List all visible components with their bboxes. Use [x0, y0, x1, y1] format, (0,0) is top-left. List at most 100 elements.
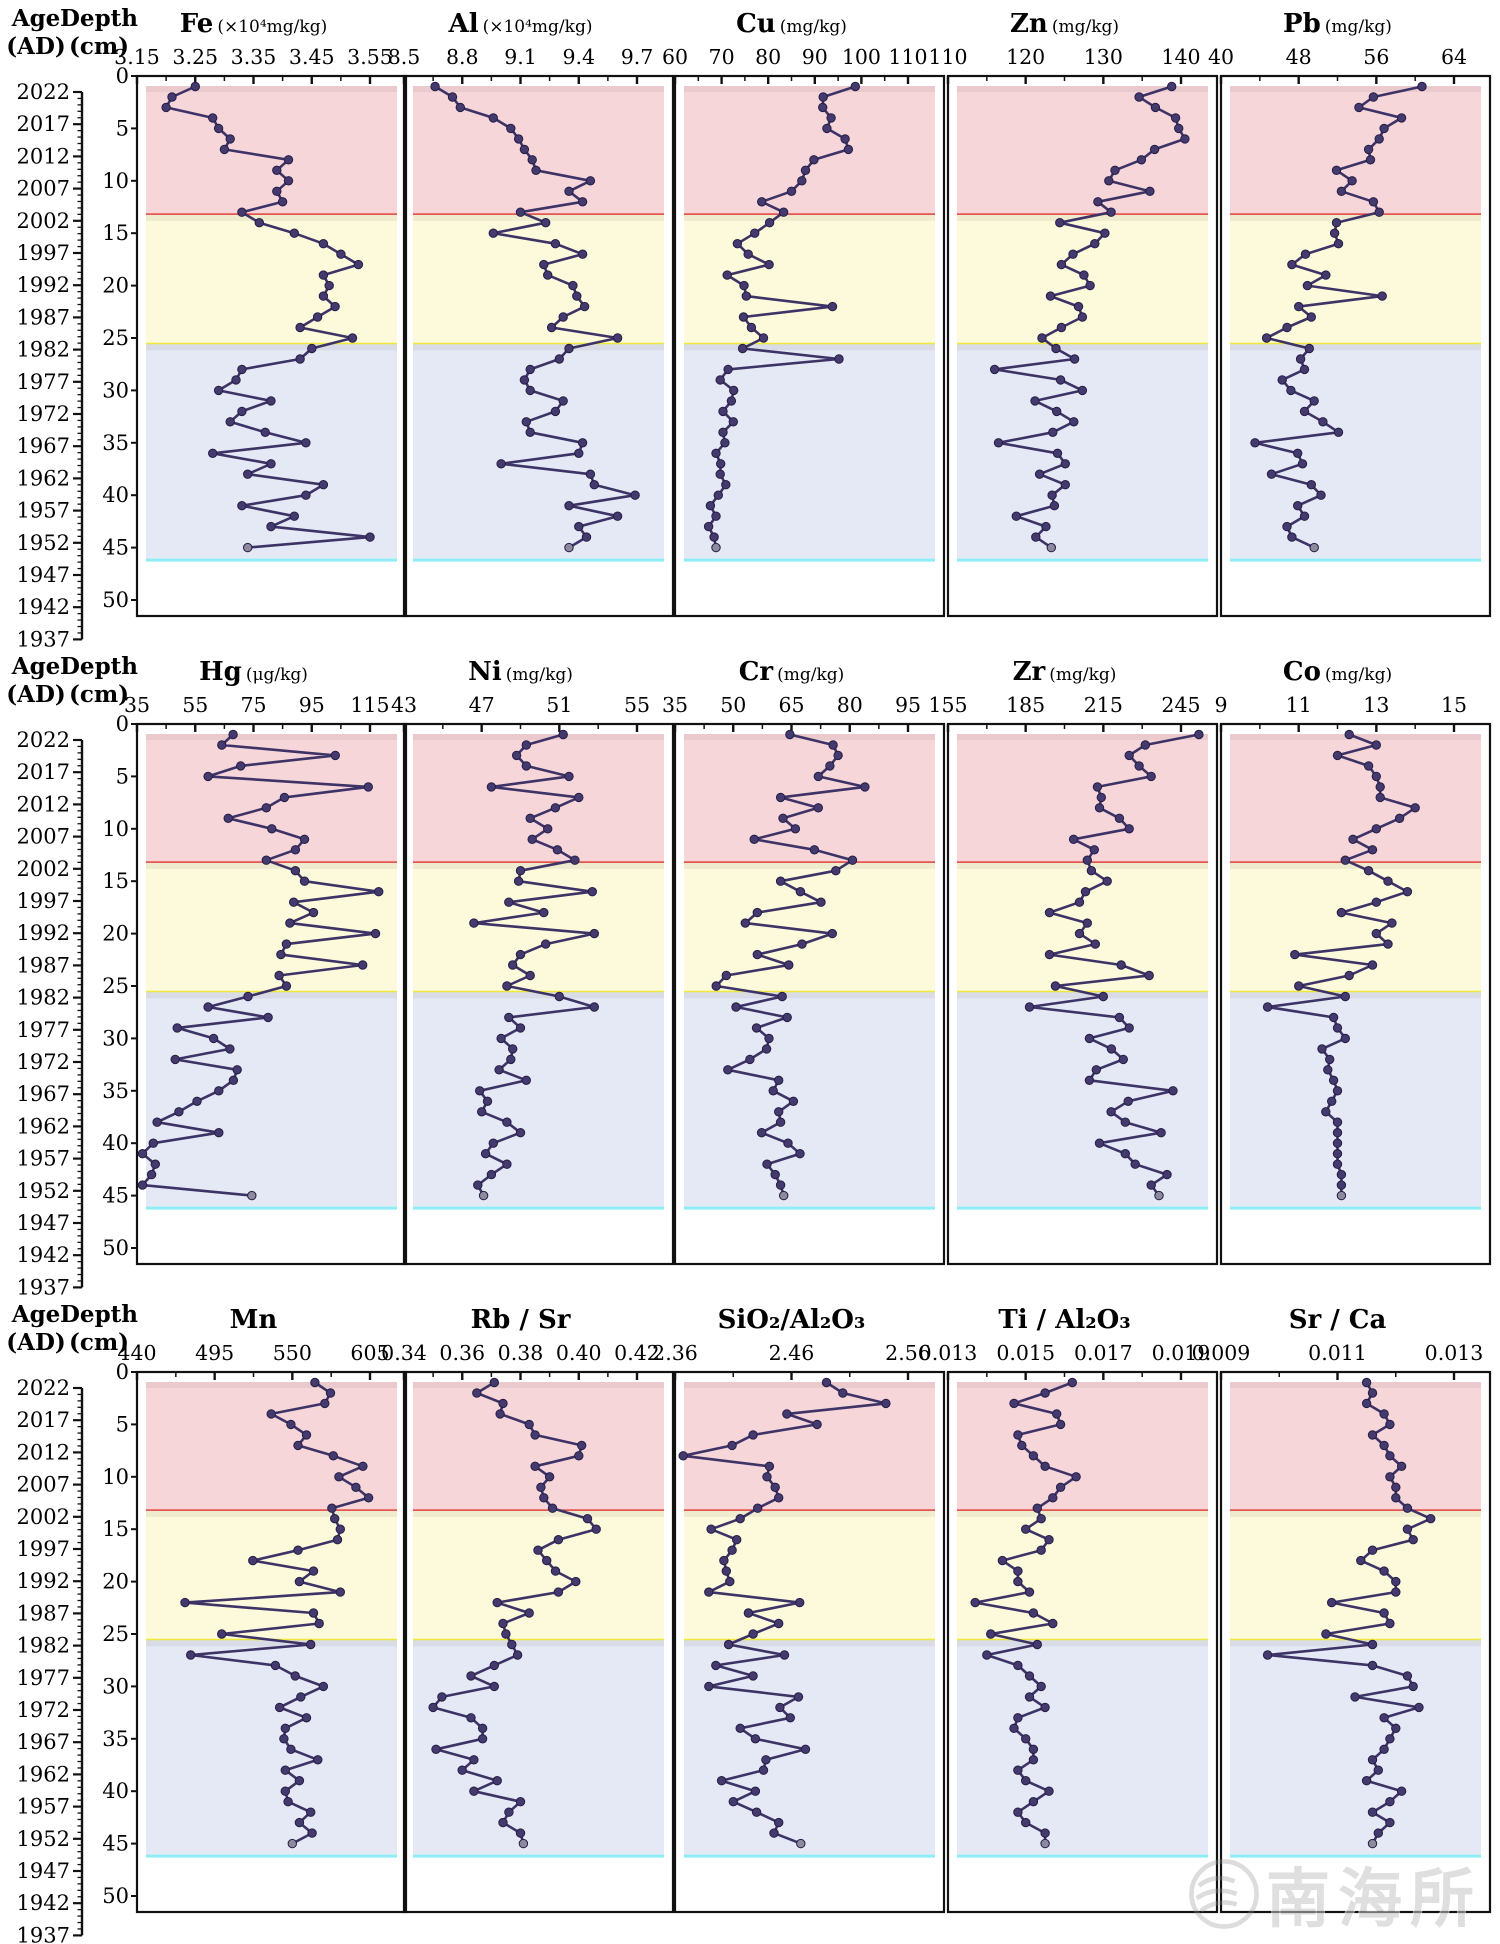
data-point	[764, 1461, 775, 1472]
zone-lower	[1230, 992, 1481, 1209]
data-point	[289, 897, 299, 907]
zone-middle	[1230, 862, 1481, 993]
data-point	[498, 1618, 508, 1629]
data-point	[850, 81, 860, 92]
data-point	[192, 1096, 202, 1106]
data-point	[770, 1482, 780, 1493]
data-point	[847, 855, 858, 865]
zone-lower-shade	[146, 344, 397, 351]
panel-border	[1219, 722, 1492, 1266]
data-point	[1052, 1409, 1062, 1419]
data-point	[783, 1138, 793, 1148]
age-tick-label: 1937	[17, 1923, 70, 1944]
data-point	[1100, 228, 1110, 238]
data-point	[1336, 1169, 1347, 1180]
age-tick-label: 2017	[17, 760, 70, 784]
age-tick-label: 2002	[17, 857, 70, 881]
age-tick-label: 1992	[17, 273, 70, 297]
age-tick-label: 1962	[17, 1114, 70, 1138]
zone-upper-shade	[413, 1382, 664, 1388]
data-point	[539, 1493, 549, 1503]
age-tick-label: 1992	[17, 1569, 70, 1593]
data-point	[1417, 81, 1427, 92]
data-point	[294, 1576, 305, 1587]
data-point	[812, 1419, 822, 1430]
data-point	[260, 427, 270, 437]
data-point	[508, 1044, 518, 1054]
data-point	[716, 1776, 727, 1786]
age-axis-title: (AD)	[6, 33, 66, 60]
data-point	[821, 1377, 832, 1388]
value-tick-label: 110	[928, 45, 967, 69]
data-point	[1055, 375, 1066, 385]
data-point	[301, 1430, 312, 1440]
value-tick-label: 550	[273, 1341, 312, 1365]
depth-tick-label: 15	[102, 221, 129, 245]
data-point	[1367, 1807, 1378, 1817]
data-point	[277, 197, 288, 207]
data-point	[521, 417, 531, 427]
data-point	[148, 1138, 159, 1148]
data-point	[797, 939, 807, 949]
data-point	[1067, 1377, 1078, 1388]
zone-middle-shade	[957, 862, 1208, 869]
value-tick-label: 50	[720, 693, 746, 717]
data-point	[1294, 301, 1304, 312]
data-point	[1347, 176, 1357, 186]
data-point	[1367, 1430, 1378, 1440]
zone-middle	[1230, 214, 1481, 345]
panel-title: Co (mg/kg)	[1283, 657, 1392, 687]
data-point	[488, 228, 498, 238]
data-point	[1371, 928, 1382, 939]
data-point	[1332, 1128, 1343, 1138]
zone-middle	[146, 1510, 397, 1641]
age-tick-label: 2002	[17, 1505, 70, 1529]
data-point	[455, 102, 465, 113]
zone-lower	[1230, 1640, 1481, 1857]
data-point	[1293, 501, 1303, 511]
data-point	[280, 1786, 290, 1796]
data-point	[1363, 144, 1374, 155]
data-point	[752, 907, 762, 918]
data-point	[1044, 949, 1055, 960]
data-point	[1047, 490, 1057, 500]
data-point	[1328, 1075, 1339, 1085]
data-point	[1368, 197, 1379, 207]
data-point	[511, 750, 522, 761]
data-point	[1028, 1608, 1039, 1618]
data-point	[728, 417, 738, 427]
data-point	[248, 1555, 258, 1566]
data-point	[748, 1430, 758, 1440]
data-point	[1294, 981, 1304, 991]
data-point	[1034, 469, 1045, 479]
panel-sr-ca: 0.009 0.011 0.013 Sr / Ca	[1192, 1305, 1492, 1914]
data-point	[1090, 239, 1100, 249]
value-tick-label: 55	[624, 693, 650, 717]
data-point	[750, 1786, 761, 1796]
data-point	[1167, 81, 1177, 92]
data-point	[1336, 1180, 1347, 1190]
zone-upper	[413, 86, 664, 215]
depth-tick-label: 35	[102, 1727, 129, 1751]
data-point	[1085, 280, 1095, 291]
age-tick-label: 1982	[17, 1634, 70, 1658]
data-point	[281, 939, 292, 949]
data-point	[825, 761, 835, 771]
data-point	[1020, 1524, 1031, 1534]
data-point	[295, 322, 305, 333]
zone-upper	[957, 1382, 1208, 1511]
data-point	[525, 364, 535, 375]
data-point	[504, 1807, 514, 1817]
zone-upper	[684, 734, 935, 863]
data-point	[336, 249, 346, 259]
value-tick-label: 35	[124, 693, 150, 717]
value-tick-label: 100	[842, 45, 881, 69]
depth-tick-label: 45	[102, 536, 129, 560]
panel-border	[402, 722, 675, 1266]
data-point	[533, 1545, 543, 1555]
data-point	[1374, 207, 1384, 217]
depth-tick-label: 5	[116, 116, 129, 140]
data-point	[1371, 771, 1382, 782]
data-point	[525, 813, 535, 824]
age-tick-label: 1957	[17, 499, 70, 523]
